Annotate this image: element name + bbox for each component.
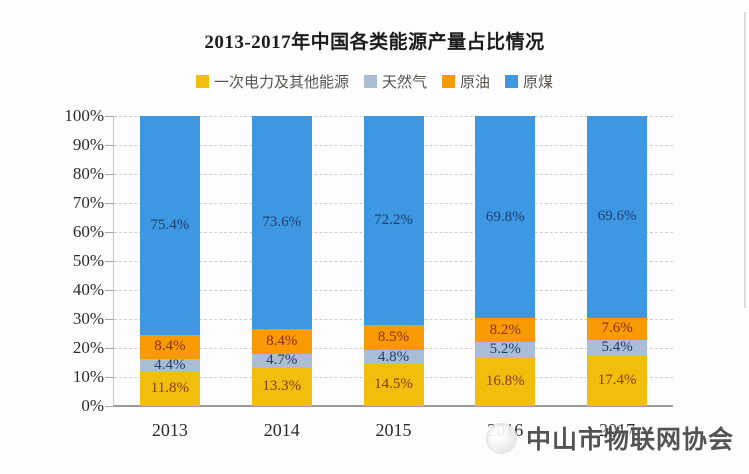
x-axis-line xyxy=(114,405,673,407)
bar-segment-label: 11.8% xyxy=(150,380,189,397)
bar-segment: 4.8% xyxy=(363,348,424,365)
y-axis-label: 30% xyxy=(72,309,104,328)
legend-item-label: 天然气 xyxy=(381,75,427,91)
bar-segment-label: 17.4% xyxy=(597,372,637,389)
y-axis-tick xyxy=(105,348,114,349)
y-axis-label: 80% xyxy=(72,164,104,183)
bar-segment-label: 5.4% xyxy=(601,339,633,356)
legend-item: 原煤 xyxy=(505,71,553,92)
bar-segment: 69.6% xyxy=(587,116,648,318)
y-axis-label: 20% xyxy=(72,338,104,357)
bar-segment: 8.5% xyxy=(363,325,424,351)
y-axis-tick xyxy=(105,232,114,233)
bar-segment: 72.2% xyxy=(363,116,424,326)
bar-segment: 11.8% xyxy=(139,371,200,406)
bar-segment-label: 4.7% xyxy=(266,352,298,369)
bar-segment: 5.4% xyxy=(587,339,648,356)
plot-area: 0% 10% 20% 30% 40% 50% 60% 70% 80% 90% 100% 11.8% 4.… xyxy=(64,106,673,440)
bar-segment: 13.3% xyxy=(251,367,312,406)
y-axis-tick xyxy=(105,116,114,117)
bar-segment: 17.4% xyxy=(587,355,648,406)
y-axis-tick xyxy=(105,377,114,378)
bar-segment: 14.5% xyxy=(363,363,424,406)
legend-swatch xyxy=(505,75,519,88)
bar-segment-label: 73.6% xyxy=(262,214,302,231)
bar-segment: 8.2% xyxy=(475,318,536,343)
y-axis-tick xyxy=(105,261,114,262)
bar-segment: 4.4% xyxy=(139,356,200,373)
bar-segment: 8.4% xyxy=(139,334,200,360)
bar-segment: 73.6% xyxy=(251,116,312,330)
bar-segment-label: 69.8% xyxy=(485,208,525,225)
legend-item: 一次电力及其他能源 xyxy=(195,71,349,92)
x-axis-label: 2015 xyxy=(375,420,412,440)
bar-segment-label: 7.6% xyxy=(601,320,633,337)
y-axis-tick xyxy=(105,319,114,320)
y-axis-label: 100% xyxy=(64,106,104,125)
y-axis-label: 50% xyxy=(72,251,104,270)
legend-item: 天然气 xyxy=(363,71,427,92)
bar-segment: 4.7% xyxy=(251,352,312,369)
bar-segment-label: 16.8% xyxy=(485,373,525,390)
y-axis-label: 40% xyxy=(72,280,104,299)
bar-segment-label: 4.4% xyxy=(154,356,186,373)
bar-segment-label: 8.2% xyxy=(489,321,521,338)
y-axis-tick xyxy=(105,203,114,204)
bar-segment: 5.2% xyxy=(475,341,536,358)
bar-segment-label: 8.4% xyxy=(266,333,298,350)
y-axis-label: 90% xyxy=(72,135,104,154)
bar-segment-label: 4.8% xyxy=(377,348,410,365)
y-axis-label: 60% xyxy=(72,222,104,241)
legend-item-label: 原油 xyxy=(460,75,491,91)
y-axis-tick xyxy=(105,406,114,407)
legend-swatch xyxy=(442,75,455,88)
bar-segment: 8.4% xyxy=(251,329,312,354)
bar-segment: 16.8% xyxy=(475,357,536,406)
chart-legend: 一次电力及其他能源 天然气 原油 原煤 xyxy=(0,71,749,92)
y-axis-tick xyxy=(105,145,114,146)
legend-item-label: 一次电力及其他能源 xyxy=(213,75,349,91)
screenshot-edge-line xyxy=(744,12,746,308)
y-axis-label: 10% xyxy=(72,367,104,386)
bar-segment: 7.6% xyxy=(587,317,648,340)
bar-segment-label: 72.2% xyxy=(374,212,413,229)
bar-segment-label: 13.3% xyxy=(262,378,302,395)
chart-title: 2013-2017年中国各类能源产量占比情况 xyxy=(204,32,545,53)
x-axis-label: 2016 xyxy=(487,420,524,440)
legend-item: 原油 xyxy=(442,71,490,92)
bar-segment: 75.4% xyxy=(139,116,200,335)
bar-segment: 69.8% xyxy=(475,116,536,319)
bar-segment-label: 14.5% xyxy=(374,376,413,393)
y-axis-tick xyxy=(105,290,114,291)
legend-swatch xyxy=(195,75,209,88)
bar-segment-label: 8.4% xyxy=(154,338,186,355)
y-axis-label: 70% xyxy=(72,193,104,212)
x-axis-label: 2014 xyxy=(263,420,300,440)
x-axis-label: 2013 xyxy=(151,420,188,440)
x-axis-label: 2017 xyxy=(599,420,636,440)
bar-segment-label: 5.2% xyxy=(489,341,521,358)
y-axis-label: 0% xyxy=(81,396,104,415)
legend-item-label: 原煤 xyxy=(523,75,554,91)
legend-swatch xyxy=(363,75,377,88)
y-axis-tick xyxy=(105,174,114,175)
bar-segment-label: 69.6% xyxy=(597,208,637,225)
bar-segment-label: 75.4% xyxy=(150,216,190,233)
bar-segment-label: 8.5% xyxy=(377,329,410,346)
